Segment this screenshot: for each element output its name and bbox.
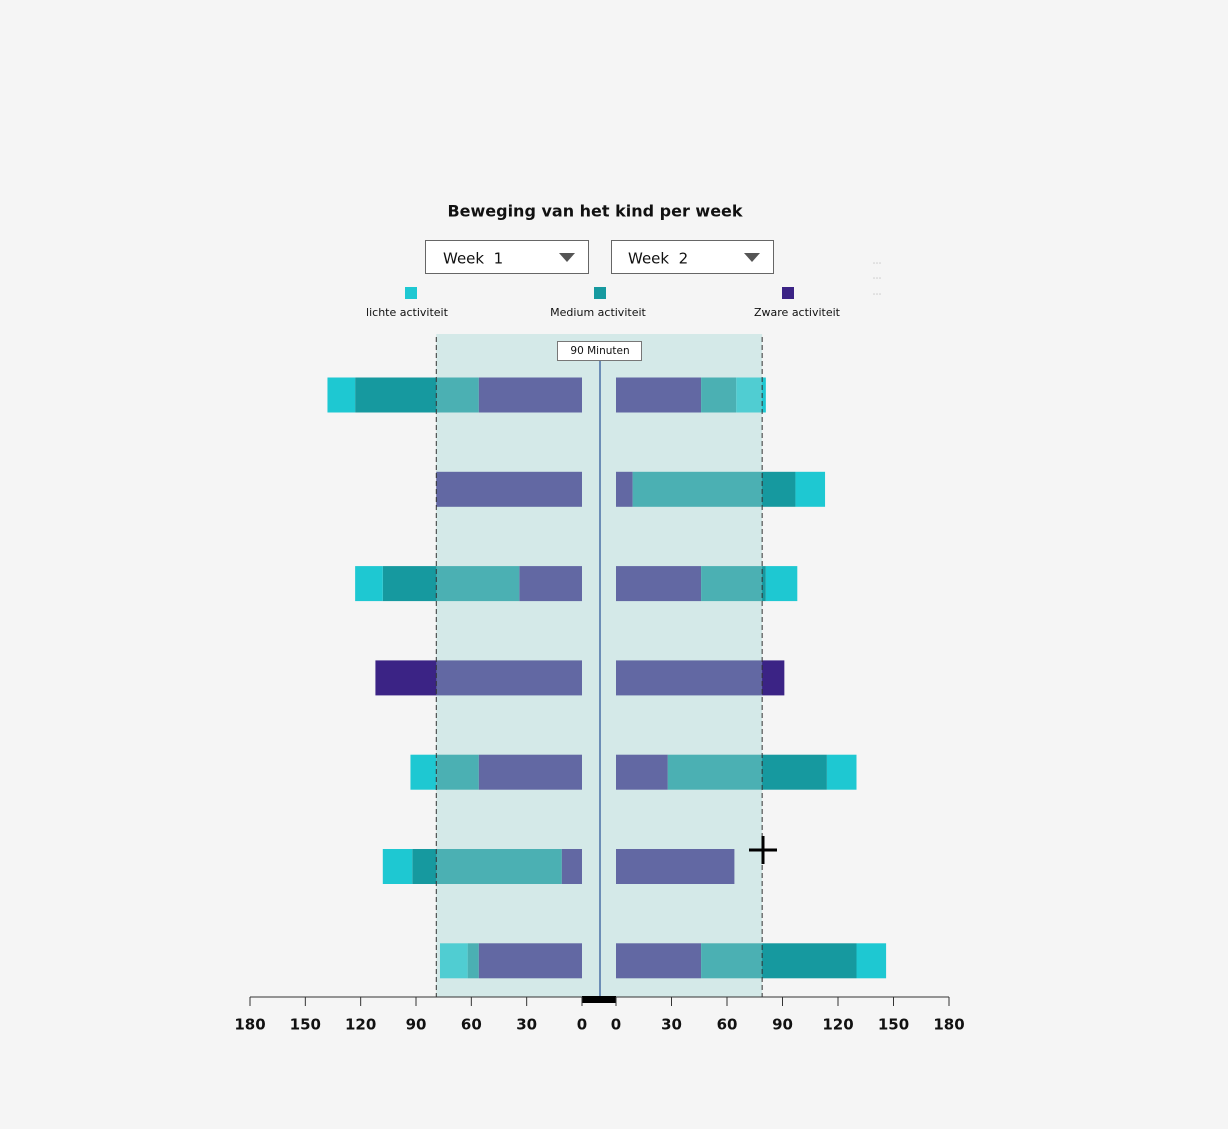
bar-segment (467, 943, 479, 979)
overlay: 90 Minuten (435, 334, 763, 997)
x-tick-label: 180 (933, 1016, 964, 1034)
bar-segment (632, 471, 796, 507)
week-selector[interactable]: Week 1 (425, 240, 589, 274)
x-tick-label: 120 (822, 1016, 853, 1034)
bar-segment (795, 471, 826, 507)
bar-segment (616, 849, 735, 884)
target-band (436, 334, 763, 997)
dropdown-box[interactable] (611, 240, 774, 274)
legend-swatch (405, 287, 417, 299)
dropdown-arrow[interactable] (559, 253, 575, 262)
x-tick-label: 30 (661, 1016, 682, 1034)
bar-segment (478, 754, 582, 790)
legend-swatch (782, 287, 794, 299)
annotation: 90 Minuten (570, 345, 629, 357)
more-indicator (873, 262, 881, 295)
x-tick-label: 120 (345, 1016, 376, 1034)
x-tick-label: 0 (577, 1016, 587, 1034)
bar-segment (436, 471, 582, 507)
x-tick-label: 60 (717, 1016, 738, 1034)
bar-segment (478, 377, 582, 413)
bar-segment (519, 566, 582, 602)
bar-segment (616, 377, 702, 413)
x-tick-label: 30 (516, 1016, 537, 1034)
bar-segment (410, 754, 437, 790)
axis-center (582, 996, 616, 1003)
legend-label: Zware activiteit (754, 306, 841, 319)
x-tick-label: 180 (234, 1016, 265, 1034)
bar-segment (616, 566, 702, 602)
bar-segment (436, 754, 479, 790)
x-tick-label: 150 (290, 1016, 321, 1034)
bar-segment (701, 377, 737, 413)
dropdown-box[interactable] (425, 240, 589, 274)
dropdown-label[interactable]: Week 2 (628, 250, 688, 268)
bar-segment (765, 566, 798, 602)
x-tick-label: 0 (611, 1016, 621, 1034)
bar-segment (616, 943, 702, 979)
dropdown-label[interactable]: Week 1 (443, 250, 503, 268)
bars (327, 377, 887, 979)
bar-segment (561, 849, 582, 884)
x-tick-label: 90 (772, 1016, 793, 1034)
cursor (749, 836, 777, 864)
legend-label: lichte activiteit (366, 306, 449, 319)
bar-segment (616, 471, 633, 507)
bar-segment (701, 943, 857, 979)
bar-segment (412, 849, 562, 884)
bar-segment (327, 377, 356, 413)
dropdown-arrow[interactable] (744, 253, 760, 262)
bar-segment (355, 377, 479, 413)
bar-segment (375, 660, 582, 696)
x-tick-label: 150 (878, 1016, 909, 1034)
bar-segment (439, 943, 468, 979)
bar-segment (616, 660, 785, 696)
x-tick-label: 90 (406, 1016, 427, 1034)
legend-label: Medium activiteit (550, 306, 646, 319)
annotation-box (557, 341, 642, 361)
bar-segment (826, 754, 857, 790)
bar-segment (478, 943, 582, 979)
x-tick-label: 60 (461, 1016, 482, 1034)
week-selector[interactable]: Week 2 (611, 240, 774, 274)
bar-segment (382, 566, 520, 602)
chart-title: Beweging van het kind per week (447, 202, 742, 221)
bar-segment (355, 566, 383, 602)
bar-segment (667, 754, 827, 790)
bar-segment (616, 754, 668, 790)
bar-segment (736, 377, 766, 413)
bar-segment (382, 849, 413, 884)
legend-swatch (594, 287, 606, 299)
bar-segment (856, 943, 887, 979)
bar-segment (701, 566, 766, 602)
